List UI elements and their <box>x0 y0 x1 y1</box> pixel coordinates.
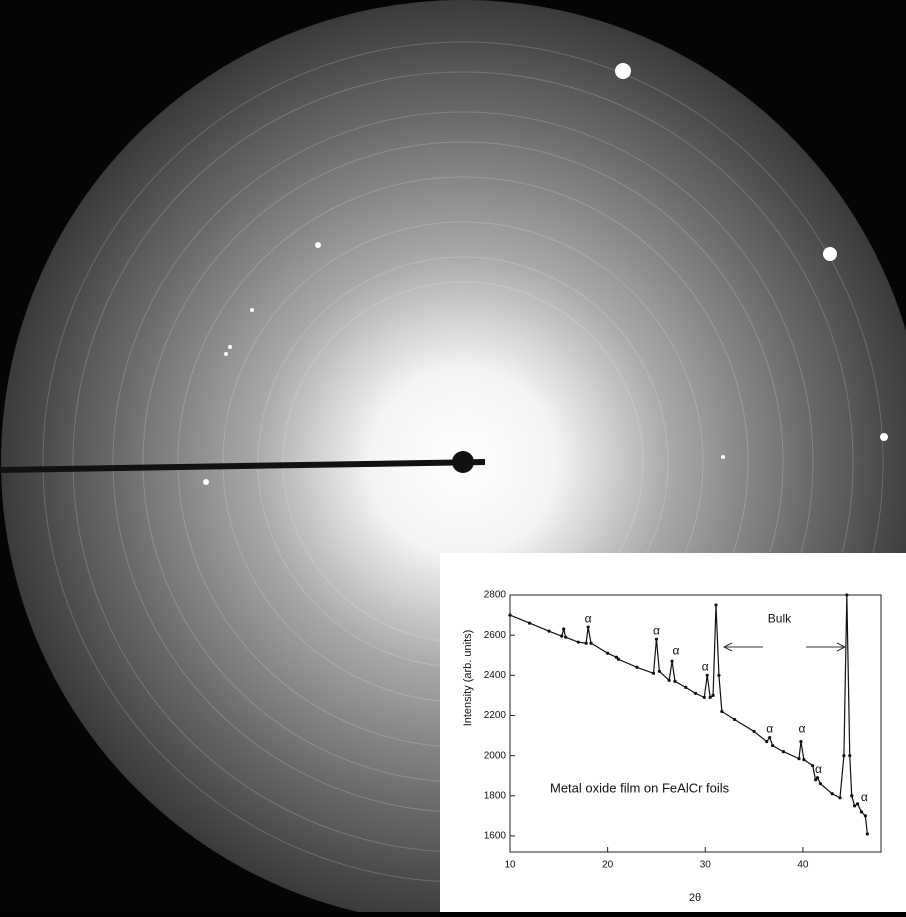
data-point <box>508 613 512 617</box>
data-point <box>799 739 803 744</box>
data-point <box>815 776 820 780</box>
data-point <box>720 709 724 714</box>
data-point <box>684 685 688 689</box>
data-point <box>667 678 671 682</box>
data-point <box>811 764 815 768</box>
data-point <box>855 802 860 806</box>
annotation: α <box>798 722 805 736</box>
data-point <box>673 679 677 683</box>
data-point <box>842 754 846 758</box>
data-point <box>693 691 698 695</box>
annotation: α <box>815 762 822 776</box>
x-tick-label: 10 <box>504 860 516 871</box>
x-axis-label: 2θ <box>689 892 701 904</box>
data-point <box>838 796 842 800</box>
data-point <box>635 665 639 669</box>
y-tick-label: 2400 <box>484 670 507 681</box>
bulk-arrows <box>722 642 847 652</box>
data-point <box>863 814 867 818</box>
annotation: α <box>653 623 660 637</box>
x-tick-label: 30 <box>700 860 712 871</box>
data-point <box>765 739 769 744</box>
data-point <box>781 750 785 754</box>
data-point <box>752 729 756 734</box>
y-tick-label: 2800 <box>484 590 507 601</box>
data-point <box>714 603 718 607</box>
data-point <box>584 641 588 645</box>
data-point <box>865 832 869 836</box>
annotation: α <box>861 790 868 804</box>
data-point <box>802 758 806 762</box>
diffraction-spots <box>203 63 888 485</box>
x-tick-label: 20 <box>602 860 614 871</box>
annotation: α <box>702 659 709 673</box>
data-point <box>818 782 823 786</box>
data-point <box>853 804 857 808</box>
data-point <box>589 641 593 645</box>
beam-stop <box>452 451 474 473</box>
data-point <box>547 629 551 633</box>
data-point <box>717 673 721 677</box>
data-point <box>670 659 674 663</box>
data-point <box>560 634 564 638</box>
data-point <box>527 621 532 625</box>
data-point <box>708 695 712 699</box>
data-point <box>771 743 775 748</box>
data-point <box>586 625 590 629</box>
data-point <box>616 657 620 661</box>
y-tick-label: 2200 <box>484 710 507 721</box>
data-point <box>564 635 568 639</box>
y-axis-label: Intensity (arb. units) <box>462 630 474 727</box>
data-point <box>562 627 566 631</box>
data-point <box>813 778 818 782</box>
data-point <box>845 593 849 597</box>
data-point <box>705 673 709 677</box>
data-point <box>732 717 737 722</box>
annotation: α <box>585 611 592 625</box>
data-point <box>576 640 580 644</box>
data-point <box>848 754 852 758</box>
data-point <box>859 810 864 814</box>
chart-note: Metal oxide film on FeAlCr foils <box>550 780 730 795</box>
data-point <box>651 671 656 675</box>
data-point <box>830 792 834 796</box>
data-point <box>657 669 661 673</box>
data-point <box>702 695 706 699</box>
annotation: α <box>673 643 680 657</box>
data-point <box>711 693 715 697</box>
data-point <box>850 794 854 798</box>
y-tick-label: 2600 <box>484 630 507 641</box>
y-tick-label: 1800 <box>484 790 507 801</box>
inset-chart: Intensity (arb. units) 2θ Metal oxide fi… <box>462 590 882 904</box>
annotation: α <box>766 722 773 736</box>
annotation: Bulk <box>768 611 792 625</box>
y-tick-label: 1600 <box>484 831 507 842</box>
data-point <box>768 735 772 740</box>
data-point <box>797 757 801 761</box>
data-point <box>614 655 619 659</box>
x-tick-label: 40 <box>797 860 809 871</box>
data-point <box>654 637 659 641</box>
beam-stop-arm <box>0 459 486 473</box>
data-point <box>606 651 610 655</box>
plot-frame <box>509 594 882 853</box>
y-tick-label: 2000 <box>484 750 507 761</box>
